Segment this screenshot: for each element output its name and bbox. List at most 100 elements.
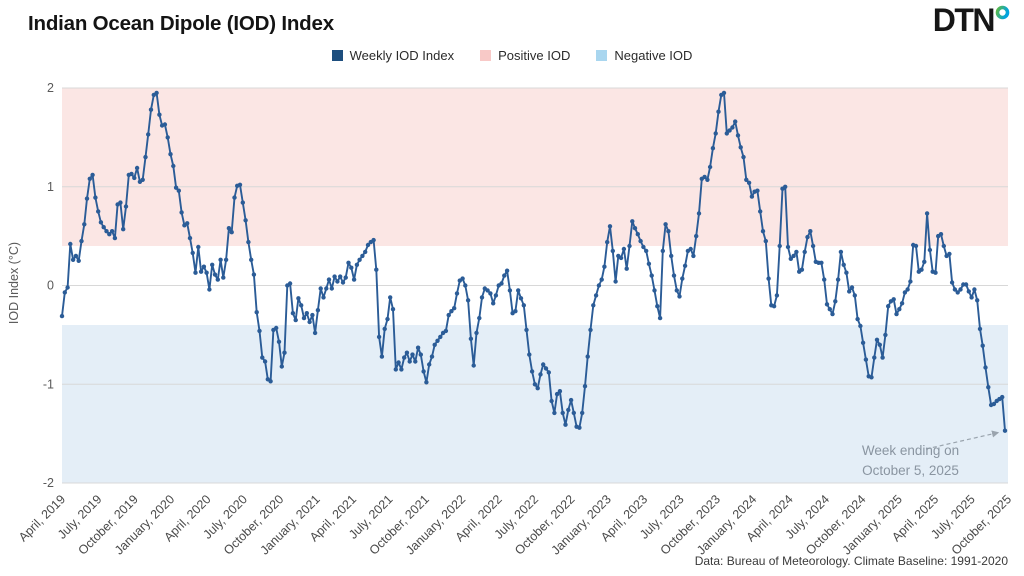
data-point bbox=[766, 276, 771, 281]
data-point bbox=[524, 327, 529, 333]
data-point bbox=[335, 279, 340, 284]
data-point bbox=[338, 274, 343, 279]
data-point bbox=[162, 122, 168, 127]
data-point bbox=[863, 357, 869, 362]
data-point bbox=[143, 154, 148, 160]
legend-item-negative-iod[interactable]: Negative IOD bbox=[596, 48, 692, 63]
data-point bbox=[360, 253, 365, 259]
data-point bbox=[268, 379, 273, 384]
data-point bbox=[835, 277, 841, 282]
data-point bbox=[799, 267, 805, 272]
data-point bbox=[1000, 394, 1005, 400]
data-point bbox=[257, 328, 262, 334]
negative-iod-band bbox=[62, 325, 1008, 483]
data-point bbox=[710, 146, 716, 151]
data-point bbox=[680, 276, 685, 281]
data-point bbox=[529, 369, 535, 374]
data-point bbox=[635, 232, 640, 237]
legend-item-positive-iod[interactable]: Positive IOD bbox=[480, 48, 570, 63]
data-point bbox=[299, 303, 304, 308]
data-point bbox=[927, 247, 933, 253]
data-point bbox=[171, 163, 176, 169]
data-point bbox=[746, 180, 752, 185]
data-point bbox=[802, 249, 807, 255]
data-point bbox=[874, 337, 880, 342]
data-point bbox=[165, 135, 170, 140]
data-point bbox=[941, 243, 946, 249]
data-point bbox=[702, 174, 707, 180]
data-point bbox=[593, 293, 599, 298]
positive-iod-band bbox=[62, 88, 1008, 246]
data-point bbox=[913, 243, 919, 249]
data-point bbox=[582, 384, 588, 389]
data-point bbox=[827, 307, 832, 312]
legend-label: Negative IOD bbox=[614, 48, 693, 63]
data-point bbox=[260, 355, 265, 360]
data-point bbox=[179, 210, 184, 215]
data-point bbox=[696, 211, 702, 216]
data-point bbox=[577, 425, 582, 430]
data-point bbox=[104, 229, 109, 234]
data-point bbox=[301, 315, 307, 321]
data-point bbox=[527, 352, 532, 357]
data-point bbox=[454, 291, 460, 296]
data-point bbox=[585, 354, 590, 359]
data-point bbox=[919, 267, 924, 272]
data-point bbox=[351, 277, 357, 282]
data-point bbox=[243, 218, 248, 223]
data-point bbox=[435, 338, 440, 343]
data-point bbox=[860, 340, 866, 345]
data-point bbox=[972, 287, 977, 292]
y-tick-label: 1 bbox=[47, 180, 54, 194]
data-point bbox=[902, 290, 908, 295]
negative-iod-swatch-icon bbox=[596, 50, 608, 61]
data-point bbox=[310, 312, 315, 318]
data-point bbox=[605, 239, 610, 245]
data-point bbox=[424, 380, 429, 385]
data-point bbox=[504, 268, 510, 273]
data-point bbox=[190, 250, 195, 256]
data-point bbox=[580, 410, 585, 416]
data-source-note: Data: Bureau of Meteorology. Climate Bas… bbox=[694, 554, 1008, 568]
data-point bbox=[632, 226, 638, 231]
data-point bbox=[62, 290, 67, 295]
data-point bbox=[229, 230, 234, 235]
data-point bbox=[713, 131, 718, 136]
data-point bbox=[460, 276, 465, 281]
data-point bbox=[112, 235, 118, 241]
data-point bbox=[849, 285, 855, 290]
annotation-arrow bbox=[925, 430, 1000, 450]
data-point bbox=[760, 229, 766, 234]
data-point bbox=[471, 363, 476, 368]
data-point bbox=[733, 119, 738, 124]
data-point bbox=[70, 257, 76, 262]
data-point bbox=[532, 382, 538, 387]
data-point bbox=[669, 253, 674, 259]
data-point bbox=[794, 249, 799, 255]
data-point bbox=[663, 222, 668, 227]
data-point bbox=[958, 287, 963, 292]
data-point bbox=[388, 295, 393, 300]
data-point bbox=[304, 311, 309, 316]
data-point bbox=[596, 283, 602, 288]
data-point bbox=[218, 257, 223, 262]
data-point bbox=[858, 323, 863, 329]
data-point bbox=[357, 257, 362, 262]
data-point bbox=[324, 286, 329, 291]
data-point bbox=[154, 90, 159, 96]
data-point bbox=[365, 242, 371, 248]
data-point bbox=[618, 255, 624, 261]
data-point bbox=[924, 211, 930, 216]
data-point bbox=[404, 350, 410, 355]
legend-item-weekly-iod-index[interactable]: Weekly IOD Index bbox=[331, 48, 454, 63]
data-point bbox=[783, 184, 788, 189]
data-point bbox=[296, 296, 301, 301]
data-point bbox=[251, 272, 257, 277]
data-point bbox=[207, 287, 212, 292]
data-point bbox=[107, 232, 112, 237]
data-point bbox=[516, 288, 521, 293]
data-point bbox=[446, 312, 451, 318]
dtn-logo-ring-icon bbox=[995, 5, 1010, 20]
data-point bbox=[59, 313, 65, 319]
